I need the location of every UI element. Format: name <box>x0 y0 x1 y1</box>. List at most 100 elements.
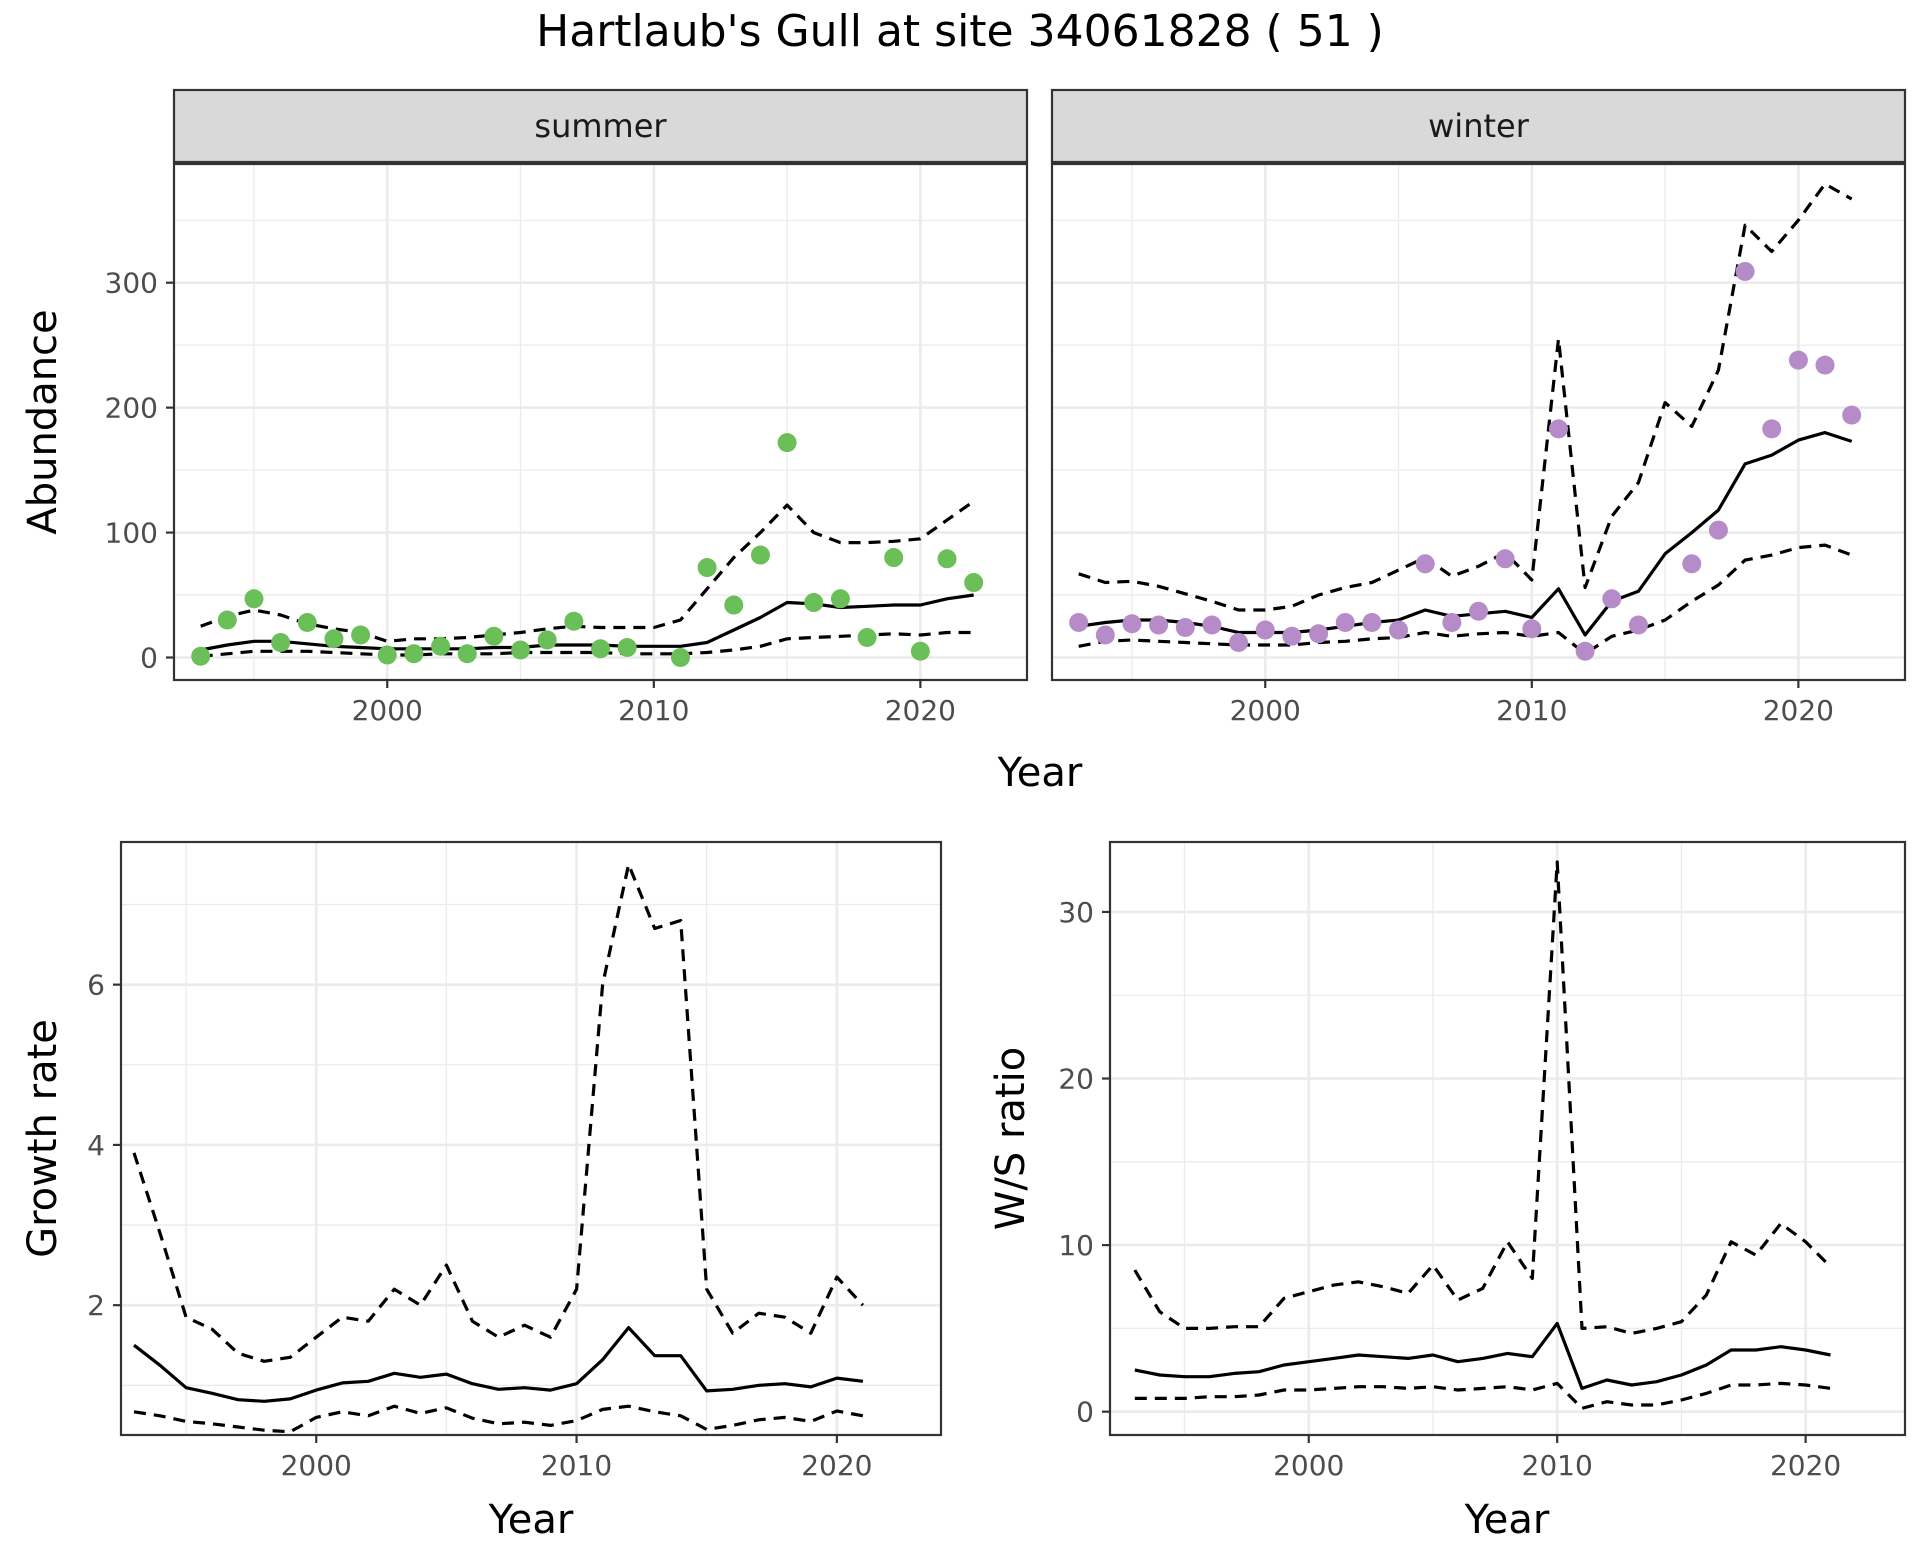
data-point <box>1788 350 1808 370</box>
data-point <box>1309 624 1329 644</box>
data-point <box>830 589 850 609</box>
data-point <box>297 613 317 633</box>
x-axis-label: Year <box>1464 1497 1550 1543</box>
data-point <box>937 549 957 569</box>
x-tick-label: 2010 <box>1496 694 1567 727</box>
facet-strip-label: summer <box>534 107 667 145</box>
data-point <box>1495 549 1515 569</box>
panel-border <box>1050 162 1907 682</box>
data-point <box>1548 419 1568 439</box>
y-axis-label: Growth rate <box>20 1019 66 1258</box>
y-tick-label: 200 <box>105 392 158 425</box>
data-point <box>1175 618 1195 638</box>
panel-background <box>174 164 1027 680</box>
data-point <box>484 626 504 646</box>
x-tick-label: 2010 <box>1522 1449 1593 1482</box>
y-tick-label: 2 <box>87 1289 105 1322</box>
data-point <box>1415 554 1435 574</box>
data-point <box>404 644 424 664</box>
data-point <box>1122 614 1142 634</box>
y-tick-label: 10 <box>1058 1229 1094 1262</box>
confidence-bound-line <box>1078 543 1853 656</box>
facet-strip <box>1050 88 1907 164</box>
data-point <box>564 611 584 631</box>
data-point <box>1229 633 1249 653</box>
data-point <box>857 628 877 648</box>
data-point <box>191 646 211 666</box>
data-point <box>1628 615 1648 635</box>
x-tick-label: 2020 <box>1763 694 1834 727</box>
x-tick-label: 2000 <box>1230 694 1301 727</box>
data-point <box>377 645 397 665</box>
data-point <box>431 636 451 656</box>
panel-border <box>119 840 943 1437</box>
confidence-bound-line <box>200 630 974 658</box>
confidence-bound-line <box>132 862 865 1363</box>
data-point <box>1335 613 1355 633</box>
y-tick-label: 4 <box>87 1129 105 1162</box>
y-tick-label: 0 <box>140 642 158 675</box>
data-point <box>617 638 637 658</box>
data-point <box>964 573 984 593</box>
data-point <box>457 644 477 664</box>
fitted-line <box>1134 1321 1831 1391</box>
data-point <box>1389 620 1409 640</box>
x-tick-label: 2020 <box>1770 1449 1841 1482</box>
confidence-bound-line <box>1133 860 1832 1336</box>
data-point <box>1149 615 1169 635</box>
confidence-bound-line <box>1078 182 1853 612</box>
data-point <box>1069 613 1089 633</box>
data-point <box>1815 355 1835 375</box>
panel-border <box>172 162 1029 682</box>
x-axis-label: Year <box>488 1497 574 1543</box>
data-point <box>537 630 557 650</box>
x-tick-label: 2000 <box>1273 1449 1344 1482</box>
data-point <box>1575 641 1595 661</box>
x-axis-label-shared: Year <box>997 750 1083 796</box>
data-point <box>271 633 291 653</box>
data-point <box>351 625 371 645</box>
data-point <box>244 589 264 609</box>
data-point <box>1708 520 1728 540</box>
y-tick-label: 100 <box>105 517 158 550</box>
data-point <box>1282 626 1302 646</box>
data-point <box>697 558 717 578</box>
data-point <box>910 641 930 661</box>
panel-border <box>1108 840 1907 1437</box>
x-tick-label: 2000 <box>352 694 423 727</box>
data-point <box>1469 601 1488 621</box>
panel-background <box>121 842 941 1435</box>
x-tick-label: 2020 <box>801 1449 872 1482</box>
data-point <box>1735 261 1755 281</box>
y-tick-label: 6 <box>87 969 105 1002</box>
data-point <box>804 593 824 613</box>
data-point <box>1682 554 1702 574</box>
y-axis-label: W/S ratio <box>988 1047 1034 1230</box>
data-point <box>1762 419 1782 439</box>
x-tick-label: 2010 <box>618 694 689 727</box>
data-point <box>750 545 770 565</box>
data-point <box>1362 613 1382 633</box>
x-tick-label: 2020 <box>885 694 956 727</box>
y-axis-label: Abundance <box>20 309 66 534</box>
facet-strip <box>172 88 1029 164</box>
data-point <box>884 548 904 568</box>
y-tick-label: 300 <box>105 267 158 300</box>
confidence-bound-line <box>133 1404 864 1434</box>
data-point <box>1522 619 1542 639</box>
panel-background <box>1110 842 1905 1435</box>
data-point <box>1442 613 1462 633</box>
fitted-line <box>133 1325 864 1403</box>
data-point <box>1842 405 1862 425</box>
panel-background <box>1052 164 1905 680</box>
y-tick-label: 0 <box>1076 1396 1094 1429</box>
data-point <box>724 595 744 615</box>
figure-title: Hartlaub's Gull at site 34061828 ( 51 ) <box>536 6 1384 57</box>
confidence-bound-line <box>1134 1381 1831 1410</box>
data-point <box>1602 589 1622 609</box>
y-tick-label: 30 <box>1058 896 1094 929</box>
data-point <box>777 433 797 453</box>
data-point <box>324 629 344 649</box>
